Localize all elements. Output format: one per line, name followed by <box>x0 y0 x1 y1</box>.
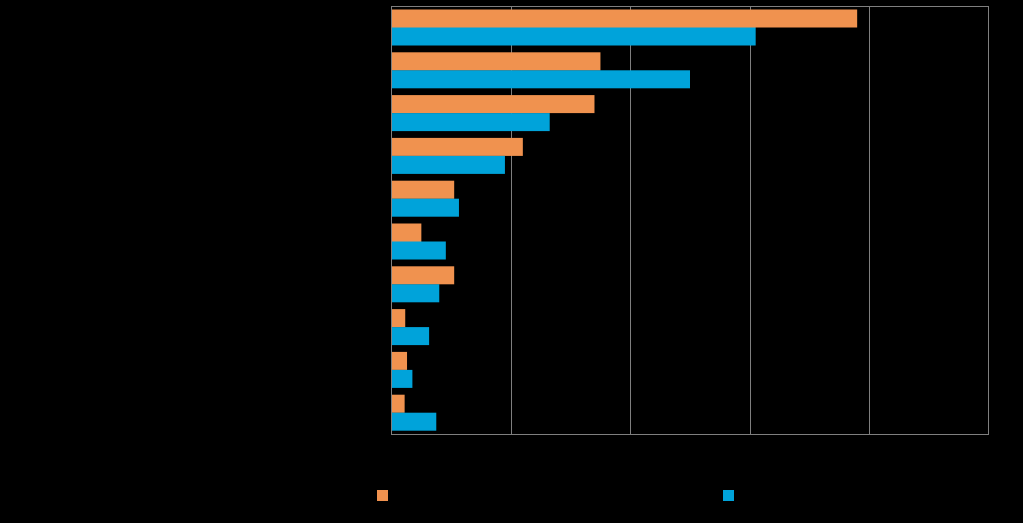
legend-item-series-1 <box>377 490 394 501</box>
legend-swatch-series-1 <box>377 490 388 501</box>
bar-series-2-cat-2 <box>391 70 690 89</box>
bar-series-2-cat-6 <box>391 241 446 260</box>
bar-series-1-cat-6 <box>391 223 422 242</box>
bar-series-1-cat-7 <box>391 266 455 285</box>
bar-series-1-cat-1 <box>391 9 858 28</box>
bar-series-2-cat-1 <box>391 27 756 46</box>
legend-item-series-2 <box>723 490 740 501</box>
bar-series-1-cat-8 <box>391 309 406 328</box>
legend-swatch-series-2 <box>723 490 734 501</box>
bar-series-2-cat-5 <box>391 198 459 217</box>
bar-series-2-cat-9 <box>391 369 413 388</box>
bar-series-1-cat-9 <box>391 351 408 370</box>
bar-series-1-cat-2 <box>391 52 601 71</box>
bar-series-1-cat-10 <box>391 394 405 413</box>
bar-series-2-cat-4 <box>391 155 505 174</box>
bar-series-1-cat-5 <box>391 180 455 199</box>
bar-series-1-cat-4 <box>391 137 523 156</box>
bar-series-2-cat-10 <box>391 412 437 431</box>
bar-series-2-cat-8 <box>391 327 430 346</box>
bar-series-2-cat-7 <box>391 284 440 303</box>
bar-series-2-cat-3 <box>391 113 550 132</box>
bars <box>391 9 858 431</box>
bar-series-1-cat-3 <box>391 95 595 114</box>
plot-frame <box>391 6 989 435</box>
